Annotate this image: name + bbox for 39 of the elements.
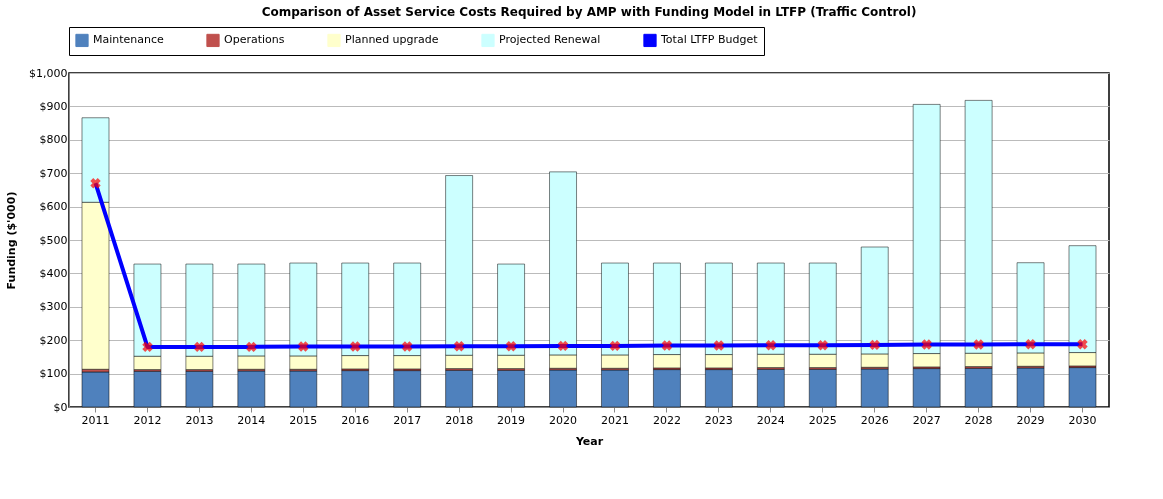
x-tick-label: 2014 xyxy=(237,413,266,427)
x-tick-label: 2013 xyxy=(185,413,214,427)
y-tick-label: $900 xyxy=(39,99,68,113)
y-tick-label: $200 xyxy=(39,333,68,347)
x-tick-label: 2015 xyxy=(289,413,318,427)
y-tick-label: $1,000 xyxy=(29,66,68,80)
x-tick-label: 2030 xyxy=(1068,413,1097,427)
x-tick-label: 2028 xyxy=(964,413,993,427)
y-tick-label: $0 xyxy=(53,400,68,414)
y-tick-label: $500 xyxy=(39,233,68,247)
y-tick-label: $400 xyxy=(39,266,68,280)
x-tick-label: 2021 xyxy=(600,413,629,427)
legend-label: Maintenance xyxy=(93,33,165,47)
x-tick-label: 2016 xyxy=(341,413,370,427)
y-tick-label: $800 xyxy=(39,133,68,147)
x-tick-label: 2011 xyxy=(81,413,110,427)
x-tick-label: 2024 xyxy=(756,413,785,427)
legend-label: Planned upgrade xyxy=(345,33,439,47)
legend-label: Operations xyxy=(224,33,285,47)
x-tick-label: 2026 xyxy=(860,413,889,427)
x-tick-label: 2023 xyxy=(704,413,733,427)
y-tick-label: $600 xyxy=(39,200,68,214)
x-tick-label: 2029 xyxy=(1016,413,1045,427)
x-tick-label: 2012 xyxy=(133,413,162,427)
x-tick-label: 2025 xyxy=(808,413,837,427)
y-tick-label: $100 xyxy=(39,367,68,381)
y-tick-label: $700 xyxy=(39,166,68,180)
x-tick-label: 2019 xyxy=(497,413,526,427)
x-tick-label: 2027 xyxy=(912,413,941,427)
x-tick-label: 2022 xyxy=(652,413,681,427)
legend-label: Total LTFP Budget xyxy=(660,33,759,47)
x-tick-label: 2018 xyxy=(445,413,474,427)
legend-label: Projected Renewal xyxy=(499,33,601,47)
chart-title: Comparison of Asset Service Costs Required by AMP with Funding Model in LTFP (Traffic Control) xyxy=(261,4,917,19)
x-axis-title: Year xyxy=(574,434,604,448)
y-tick-label: $300 xyxy=(39,300,68,314)
x-tick-label: 2020 xyxy=(549,413,578,427)
y-axis-title: Funding ($'000) xyxy=(5,191,19,290)
x-tick-label: 2017 xyxy=(393,413,422,427)
